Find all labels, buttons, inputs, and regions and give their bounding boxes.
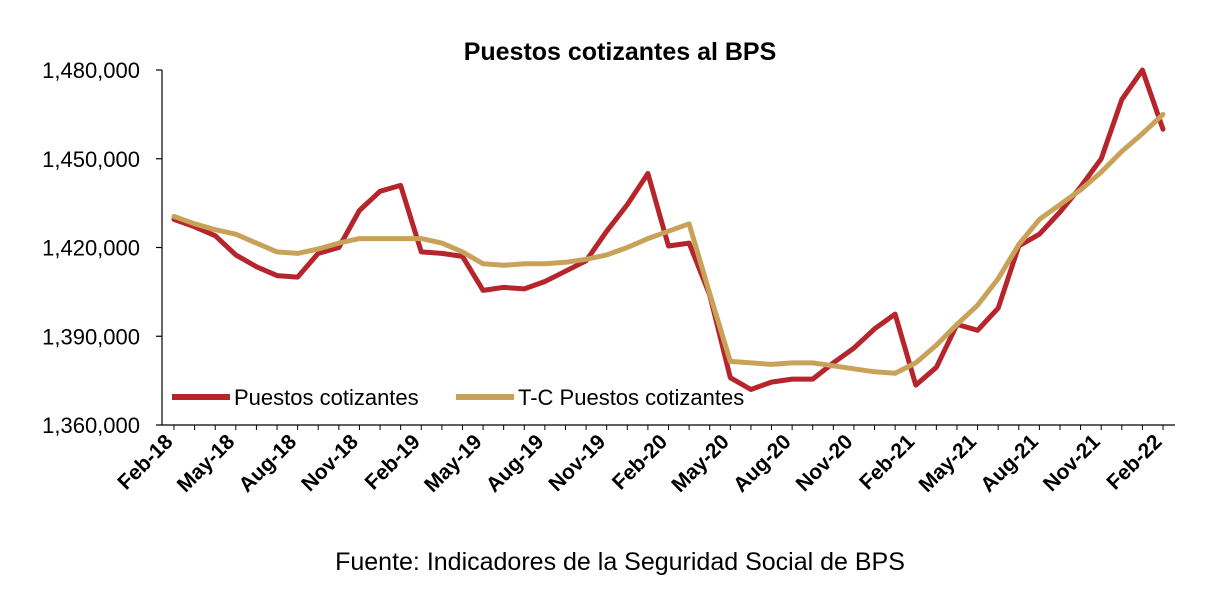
x-tick-label: Feb-21	[855, 430, 919, 494]
x-tick-label: Nov-20	[792, 430, 858, 496]
series-line-tc	[171, 111, 1166, 376]
y-axis: 1,360,000 1,390,000 1,420,000 1,450,000 1,48…	[42, 58, 163, 438]
x-tick-label: Feb-19	[361, 430, 425, 494]
y-tick-label: 1,360,000	[42, 413, 140, 438]
x-tick-label: Aug-20	[729, 430, 796, 497]
y-tick-label: 1,480,000	[42, 58, 140, 83]
x-tick-label: Aug-21	[976, 430, 1043, 497]
source-note: Fuente: Indicadores de la Seguridad Soci…	[335, 548, 905, 576]
y-tick-label: 1,420,000	[42, 236, 140, 261]
x-tick-label: May-20	[667, 430, 734, 497]
x-tick-label: Feb-18	[113, 430, 177, 494]
legend-label-tc: T-C Puestos cotizantes	[518, 385, 744, 410]
x-tick-label: Nov-18	[297, 430, 363, 496]
chart-title: Puestos cotizantes al BPS	[464, 38, 777, 66]
x-tick-label: May-19	[420, 430, 487, 497]
x-tick-label: Feb-20	[608, 430, 672, 494]
legend: Puestos cotizantes T-C Puestos cotizante…	[172, 385, 744, 410]
x-tick-label: May-18	[173, 430, 240, 497]
x-tick-label: Aug-18	[235, 430, 302, 497]
x-tick-label: Nov-21	[1039, 430, 1105, 496]
series-line-puestos	[171, 67, 1166, 392]
x-tick-label: May-21	[914, 430, 981, 497]
x-axis: Feb-18May-18Aug-18Nov-18Feb-19May-19Aug-…	[113, 424, 1175, 497]
series-layer	[171, 67, 1166, 392]
y-tick-label: 1,390,000	[42, 324, 140, 349]
legend-label-puestos: Puestos cotizantes	[234, 385, 419, 410]
x-tick-label: Feb-22	[1102, 430, 1166, 494]
x-tick-label: Nov-19	[544, 430, 610, 496]
x-tick-label: Aug-19	[482, 430, 549, 497]
y-tick-label: 1,450,000	[42, 147, 140, 172]
